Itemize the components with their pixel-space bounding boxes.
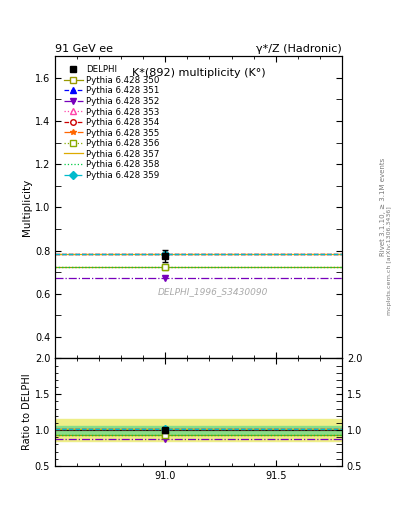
Text: K*(892) multiplicity (K°): K*(892) multiplicity (K°)	[132, 69, 265, 78]
Text: γ*/Z (Hadronic): γ*/Z (Hadronic)	[256, 44, 342, 54]
Legend: DELPHI, Pythia 6.428 350, Pythia 6.428 351, Pythia 6.428 352, Pythia 6.428 353, : DELPHI, Pythia 6.428 350, Pythia 6.428 3…	[62, 63, 162, 182]
Text: DELPHI_1996_S3430090: DELPHI_1996_S3430090	[158, 287, 268, 296]
Text: mcplots.cern.ch [arXiv:1306.3436]: mcplots.cern.ch [arXiv:1306.3436]	[387, 207, 391, 315]
Y-axis label: Ratio to DELPHI: Ratio to DELPHI	[22, 374, 32, 451]
Text: Rivet 3.1.10, ≥ 3.1M events: Rivet 3.1.10, ≥ 3.1M events	[380, 158, 386, 257]
Y-axis label: Multiplicity: Multiplicity	[22, 179, 32, 236]
Text: 91 GeV ee: 91 GeV ee	[55, 44, 113, 54]
Bar	[55, 426, 342, 434]
Bar	[55, 419, 342, 441]
